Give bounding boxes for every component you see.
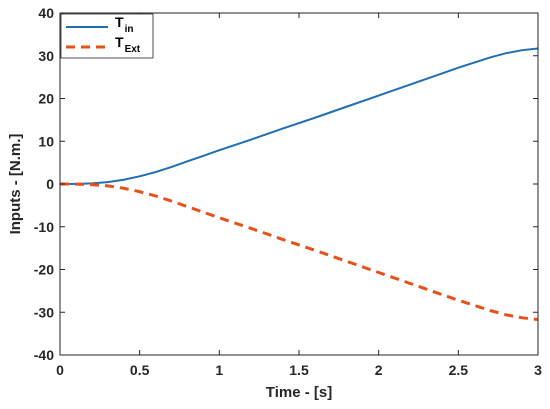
x-axis-label: Time - [s]	[266, 384, 332, 401]
legend-label-sub: Ext	[125, 44, 141, 55]
y-tick-label: 20	[38, 91, 54, 107]
y-tick-label: 0	[46, 176, 54, 192]
y-tick-label: 30	[38, 48, 54, 64]
axes-layer: 0 0.5 1 1.5 2 2.5 3 -40 -30 -20 -10 0 10 20 30 40	[34, 5, 542, 378]
legend-entry-t-ext: TExt	[115, 34, 141, 55]
legend-label-sub: in	[125, 24, 134, 35]
x-tick-label: 1.5	[289, 362, 309, 378]
y-tick-label: -10	[34, 219, 54, 235]
x-tick-label: 2.5	[449, 362, 469, 378]
x-tick-label: 2	[375, 362, 383, 378]
y-tick-label: -30	[34, 304, 54, 320]
x-tick-label: 1	[215, 362, 223, 378]
legend: Tin TExt	[60, 13, 154, 59]
legend-label-main: T	[115, 34, 124, 50]
legend-box	[60, 13, 154, 59]
x-tick-label: 3	[534, 362, 542, 378]
y-tick-label: 40	[38, 5, 54, 21]
series-layer	[59, 47, 539, 322]
x-tick-label: 0.5	[130, 362, 150, 378]
legend-label-main: T	[115, 14, 124, 30]
x-tick-label: 0	[56, 362, 64, 378]
y-axis-label: Inputs - [N.m.]	[7, 134, 24, 235]
series-line-t-in	[59, 47, 539, 185]
series-line-t-ext	[59, 182, 539, 322]
y-tick-label: 10	[38, 133, 54, 149]
y-tick-label: -40	[34, 347, 54, 363]
y-tick-label: -20	[34, 262, 54, 278]
plot-area	[60, 13, 538, 355]
legend-entry-t-in: Tin	[115, 14, 133, 35]
